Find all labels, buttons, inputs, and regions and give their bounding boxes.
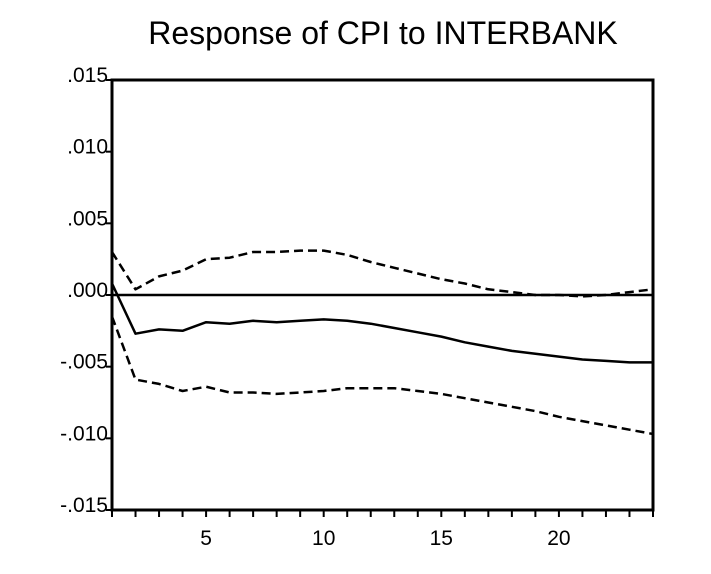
y-tick-label: .005 (67, 207, 108, 230)
y-axis: .015 .010 .005 .000 -.005 -.010 -.015 (60, 64, 112, 517)
y-tick-label: -.010 (60, 422, 108, 445)
y-tick-label: .015 (67, 64, 108, 87)
x-tick-label: 10 (312, 527, 335, 550)
impulse-response-line (110, 282, 653, 364)
upper-confidence-band (110, 249, 654, 298)
x-tick-label: 20 (547, 527, 570, 550)
y-tick-label: .000 (67, 279, 108, 302)
x-tick-label: 5 (200, 527, 212, 550)
chart-title: Response of CPI to INTERBANK (148, 15, 618, 51)
x-tick-label: 15 (430, 527, 453, 550)
y-tick-label: .010 (67, 136, 108, 159)
y-tick-label: -.005 (60, 351, 108, 374)
lower-confidence-band (110, 316, 654, 436)
series-group (110, 249, 654, 436)
plot-frame (110, 78, 655, 512)
y-tick-label: -.015 (60, 494, 108, 517)
x-axis: 5 10 15 20 (111, 510, 654, 550)
